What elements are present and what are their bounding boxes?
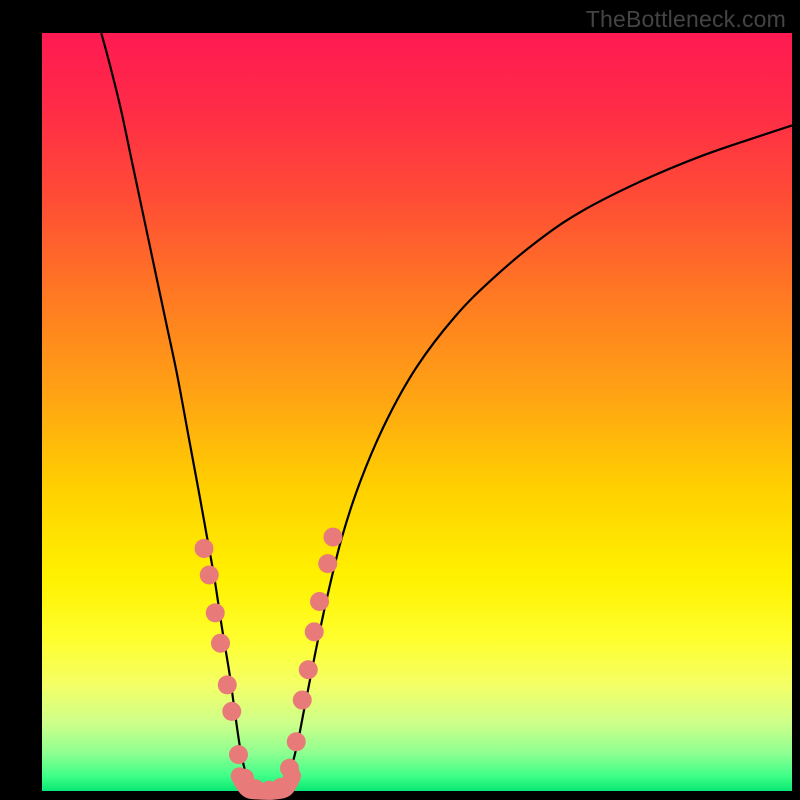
chart-stage: TheBottleneck.com bbox=[0, 0, 800, 800]
watermark-label: TheBottleneck.com bbox=[586, 6, 786, 33]
plot-gradient-background bbox=[42, 33, 792, 791]
